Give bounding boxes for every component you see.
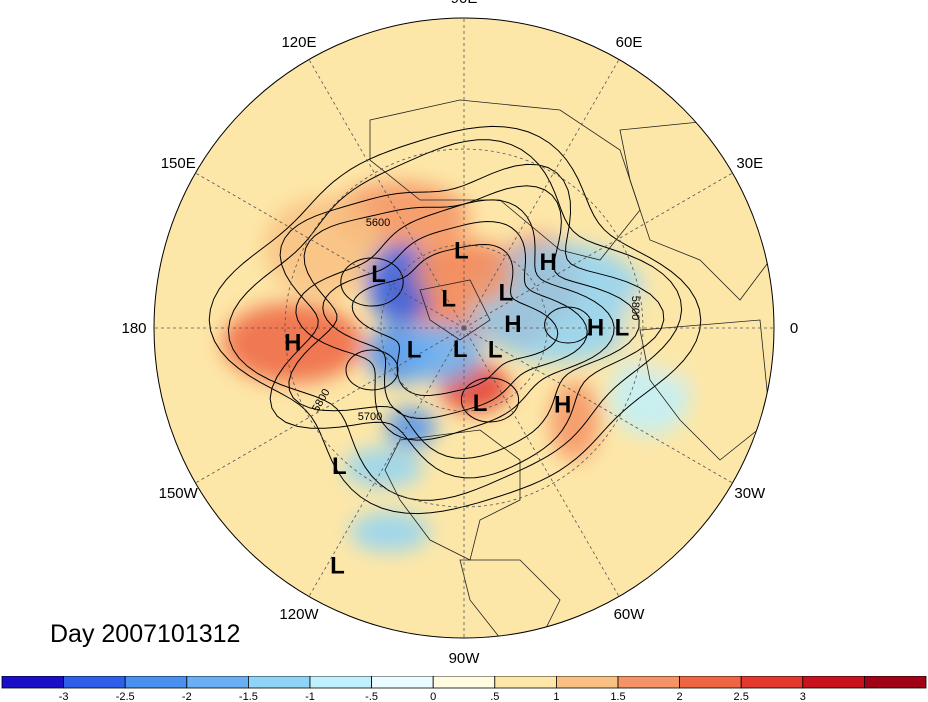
low-pressure-marker: L — [488, 336, 503, 363]
colorbar-tick-label: -1 — [305, 691, 315, 702]
longitude-label: 120E — [281, 34, 316, 51]
high-pressure-marker: H — [587, 315, 604, 342]
low-pressure-marker: L — [330, 552, 345, 579]
map-boundary — [153, 17, 775, 639]
anomaly-blob — [222, 302, 363, 383]
meridian-line — [463, 172, 733, 329]
colorbar: -3 -2.5 -2 -1.5 -1 -.5 0 .5 1 1.5 2 2.5 3 — [1, 676, 927, 702]
low-pressure-marker: L — [371, 261, 386, 288]
longitude-label: 150E — [161, 155, 196, 172]
meridian-line — [195, 172, 465, 329]
colorbar-box — [864, 676, 927, 689]
longitude-label: 30E — [736, 155, 763, 172]
colorbar-tick-label: 2.5 — [734, 691, 749, 702]
longitude-label: 60E — [616, 34, 643, 51]
low-contour — [340, 257, 404, 307]
coastlines — [369, 99, 771, 638]
meridian-line — [463, 327, 620, 597]
longitude-label: 0 — [790, 320, 798, 337]
high-pressure-marker: H — [539, 249, 556, 276]
colorbar-box — [679, 676, 742, 689]
anomaly-blob — [343, 447, 424, 488]
longitude-label: 30W — [734, 485, 766, 502]
colorbar-box — [309, 676, 372, 689]
pressure-centers: L HLL LH H LH L L LL HLL — [284, 237, 629, 579]
low-contour — [544, 306, 592, 344]
polar-map: 90E 60E 30E 0 30W 60W 90W 120W 150W 180 150E 120E 5… — [121, 0, 798, 667]
low-contour — [460, 377, 520, 423]
colorbar-tick-label: -3 — [59, 691, 69, 702]
lat-lon-grid — [154, 18, 774, 638]
colorbar-tick-label: -1.5 — [239, 691, 258, 702]
colorbar-box — [740, 676, 804, 689]
height-contour — [269, 163, 665, 479]
height-contour — [351, 243, 559, 397]
height-contour — [295, 199, 615, 441]
longitude-label: 150W — [159, 485, 199, 502]
latitude-circle — [284, 148, 644, 508]
longitude-label: 90W — [449, 650, 481, 667]
meridian-line — [195, 327, 465, 484]
colorbar-tick-label: -2 — [182, 691, 192, 702]
low-pressure-marker: L — [473, 390, 488, 417]
day-title: Day 2007101312 — [50, 620, 241, 648]
colorbar-box — [186, 676, 249, 689]
coastline — [384, 429, 521, 561]
coastline — [459, 559, 561, 638]
colorbar-box — [617, 676, 680, 689]
longitude-label: 120W — [279, 606, 319, 623]
colorbar-box — [124, 676, 188, 689]
contour-label: 5600 — [366, 217, 390, 229]
low-contour — [345, 349, 399, 391]
meridian-line — [463, 327, 733, 484]
height-contour — [288, 185, 640, 460]
colorbar-tick-label: 0 — [430, 691, 436, 702]
colorbar-tick-label: .5 — [490, 691, 499, 702]
meridian-line — [463, 59, 620, 329]
colorbar-tick-label: 2 — [677, 691, 683, 702]
contour-label: 5700 — [358, 411, 382, 423]
height-contour — [227, 139, 683, 501]
coastline — [419, 279, 491, 341]
colorbar-tick-label: 1 — [553, 691, 559, 702]
colorbar-box — [247, 676, 311, 689]
anomaly-blob — [349, 511, 430, 552]
colorbar-box — [556, 676, 619, 689]
low-pressure-marker: L — [453, 336, 468, 363]
anomaly-blob — [386, 407, 437, 448]
low-pressure-marker: L — [499, 279, 514, 306]
low-pressure-marker: L — [454, 237, 469, 264]
high-pressure-marker: H — [554, 392, 571, 419]
colorbar-tick-label: 3 — [800, 691, 806, 702]
low-pressure-marker: L — [441, 286, 456, 313]
latitude-circle — [380, 244, 548, 412]
meridian-line — [308, 327, 465, 597]
height-contours — [208, 125, 702, 515]
contour-label: 5800 — [629, 296, 641, 320]
height-contour — [322, 220, 588, 420]
colorbar-box — [371, 676, 434, 689]
colorbar-box — [63, 676, 126, 689]
height-contour — [208, 125, 702, 515]
meridian-line — [308, 59, 465, 329]
colorbar-box — [494, 676, 557, 689]
longitude-labels: 90E 60E 30E 0 30W 60W 90W 120W 150W 180 150E 120E — [121, 0, 798, 667]
colorbar-box — [432, 676, 496, 689]
high-pressure-marker: H — [284, 329, 301, 356]
coastline — [369, 99, 641, 261]
longitude-label: 90E — [451, 0, 478, 7]
low-pressure-marker: L — [407, 337, 422, 364]
low-pressure-marker: L — [615, 315, 630, 342]
colorbar-tick-label: -.5 — [365, 691, 378, 702]
low-pressure-marker: L — [332, 453, 347, 480]
colorbar-tick-label: 1.5 — [610, 691, 625, 702]
longitude-label: 60W — [614, 606, 646, 623]
high-pressure-marker: H — [504, 311, 521, 338]
anomaly-blob — [549, 380, 600, 461]
colorbar-tick-label: -2.5 — [116, 691, 135, 702]
colorbar-box — [802, 676, 865, 689]
coastline — [639, 319, 771, 461]
colorbar-box — [1, 676, 64, 689]
longitude-label: 180 — [121, 320, 146, 337]
